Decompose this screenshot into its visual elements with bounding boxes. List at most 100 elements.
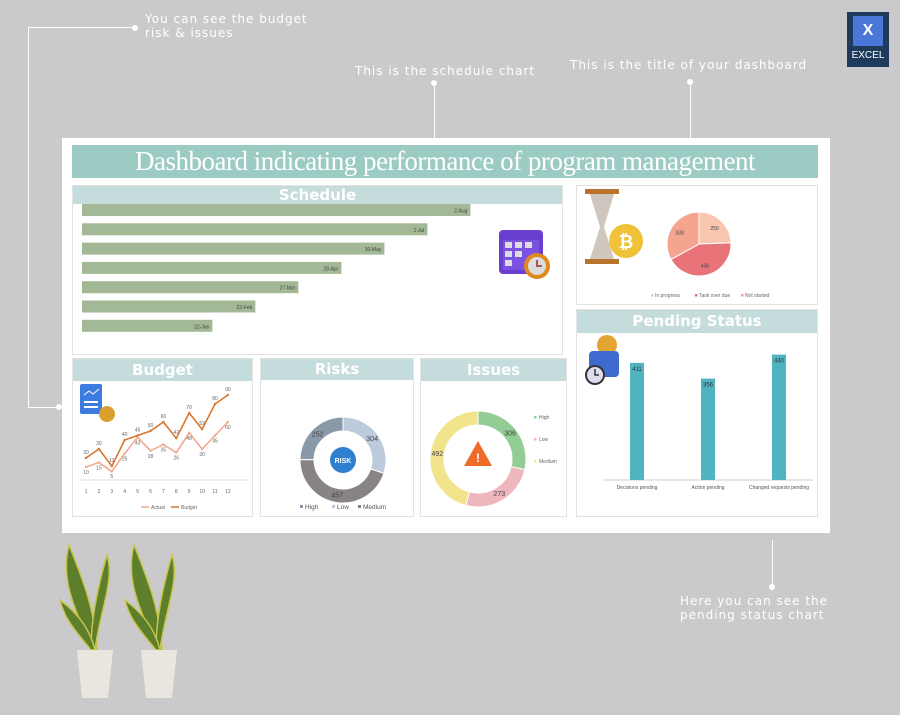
slice-medium — [299, 459, 385, 504]
legend-label: In progress — [655, 293, 681, 299]
schedule-data-label: 30-May — [365, 247, 382, 253]
series-line-actual — [85, 421, 229, 473]
x-category-label: Action pending — [691, 485, 724, 491]
risks-panel: Risks 252 304 457 RISK High Low Medium — [260, 358, 414, 517]
data-point — [175, 451, 178, 454]
data-point — [149, 429, 152, 433]
slice-in-progress — [698, 211, 732, 245]
data-label: 25 — [122, 457, 128, 463]
data-point — [200, 428, 204, 431]
annotation-dot — [56, 404, 62, 410]
data-point — [188, 431, 191, 434]
schedule-data-label: 28-Apr — [323, 266, 338, 272]
data-label: 48 — [186, 436, 192, 442]
data-point — [149, 449, 152, 452]
slice-value-label: 304 — [366, 436, 378, 443]
x-tick-label: 7 — [162, 489, 165, 495]
schedule-bar — [82, 242, 385, 255]
risks-header: Risks — [261, 359, 413, 380]
pending-header: Pending Status — [577, 310, 817, 333]
legend-label: Not started — [745, 293, 770, 299]
slice-value-label: 250 — [710, 226, 719, 232]
x-category-label: Decisions pending — [617, 485, 658, 491]
data-point — [188, 411, 191, 415]
data-label: 60 — [225, 425, 231, 431]
schedule-data-label: 27-Mar — [280, 286, 296, 292]
data-point — [123, 452, 126, 455]
x-tick-label: 12 — [225, 489, 231, 495]
risks-donut-chart: 252 304 457 RISK High Low Medium — [299, 416, 387, 511]
connector-line — [772, 540, 773, 587]
legend-label: Medium — [539, 459, 557, 465]
data-point — [162, 443, 165, 446]
status-pie-chart: 250 436 338 In progress Task over due Not sta… — [651, 211, 770, 299]
dashboard-title: Dashboard indicating performance of prog… — [72, 145, 818, 178]
wallet-clock-icon — [585, 335, 619, 385]
schedule-bar — [82, 204, 471, 216]
warning-mark: ! — [476, 451, 480, 465]
data-label: 28 — [148, 454, 154, 460]
slice-not-started — [666, 211, 700, 261]
schedule-chart: 2-Aug 1-Jul 30-May 28-Apr 27-Mar 23-Feb 22-Jan — [82, 204, 471, 332]
legend-label: High — [305, 504, 319, 511]
slice-value-label: 338 — [676, 231, 685, 237]
data-label: 40 — [122, 432, 128, 438]
data-point — [97, 461, 101, 464]
data-label: 42 — [174, 430, 180, 436]
data-label: 35 — [161, 448, 167, 454]
schedule-bar — [82, 319, 213, 332]
x-category-label: Changed requests pending — [749, 485, 809, 491]
data-point — [123, 438, 126, 442]
data-label: 30 — [96, 441, 102, 447]
connector-line — [690, 82, 691, 138]
schedule-bar — [82, 223, 428, 236]
legend-swatch — [695, 294, 698, 297]
data-label: 60 — [161, 414, 167, 420]
data-point — [110, 470, 113, 473]
legend-label: High — [539, 415, 550, 421]
x-tick-label: 5 — [136, 489, 139, 495]
budget-panel: Budget 1 2 3 4 5 6 7 8 9 10 11 12 10 15 5 25 43 28 35 26 48 3… — [72, 358, 253, 517]
x-tick-label: 8 — [175, 489, 178, 495]
pending-annotation: Here you can see the pending status char… — [680, 594, 829, 622]
data-label: 43 — [135, 440, 141, 446]
data-point — [162, 420, 165, 424]
x-tick-label: 3 — [110, 489, 113, 495]
data-point — [136, 436, 139, 439]
data-label: 15 — [96, 466, 102, 472]
data-point — [213, 434, 217, 437]
legend-label: Medium — [363, 504, 386, 511]
legend-label: Low — [539, 437, 549, 443]
data-point — [136, 434, 139, 437]
budget-line-chart: 1 2 3 4 5 6 7 8 9 10 11 1210155254328352648304560Ac… — [79, 387, 249, 511]
issues-header: Issues — [421, 359, 566, 381]
data-label: 90 — [225, 387, 231, 393]
svg-text:₿: ₿ — [619, 232, 634, 252]
schedule-annotation: This is the schedule chart — [355, 64, 536, 78]
warning-icon — [464, 441, 492, 466]
legend-swatch — [332, 505, 335, 508]
connector-line — [28, 27, 29, 407]
schedule-bar — [82, 300, 256, 313]
slice-low — [465, 465, 526, 508]
excel-label: EXCEL — [851, 50, 885, 61]
slice-value-label: 273 — [493, 491, 505, 498]
bar-value-label: 440 — [774, 359, 785, 365]
data-point — [175, 437, 178, 440]
schedule-data-label: 22-Jan — [194, 324, 210, 330]
data-point — [84, 465, 88, 469]
status-pie-panel: ₿ 250 436 338 In progress Task over due Not s… — [576, 185, 818, 305]
data-point — [110, 464, 113, 468]
risk-gauge-icon — [330, 447, 356, 473]
pending-bar — [630, 362, 644, 480]
legend-swatch — [358, 505, 361, 508]
slice-value-label: 492 — [431, 451, 443, 458]
data-point — [97, 447, 101, 451]
calendar-icon — [499, 230, 550, 279]
data-label: 20 — [83, 450, 89, 456]
data-label: 11 — [109, 458, 114, 464]
pending-bar — [701, 378, 715, 480]
connector-line — [434, 83, 435, 138]
data-point — [226, 420, 230, 424]
schedule-data-label: 2-Aug — [454, 209, 468, 215]
